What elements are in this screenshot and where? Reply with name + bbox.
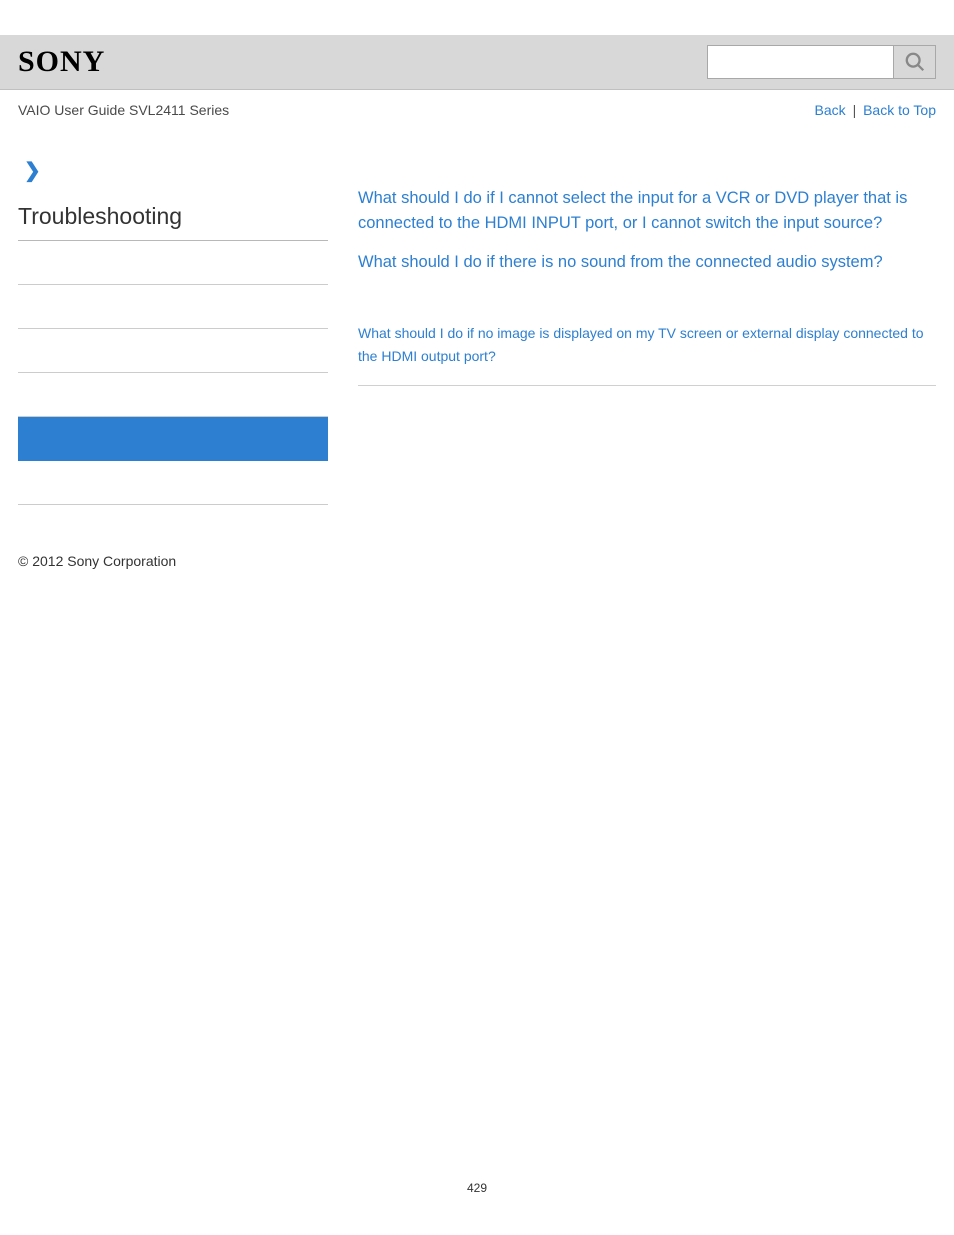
sidebar-items bbox=[18, 241, 328, 505]
related-list: What should I do if no image is displaye… bbox=[358, 322, 936, 367]
search-icon bbox=[904, 51, 926, 73]
back-link[interactable]: Back bbox=[815, 102, 846, 118]
nav-links: Back | Back to Top bbox=[815, 102, 936, 118]
sidebar-item-1[interactable] bbox=[18, 285, 328, 329]
nav-separator: | bbox=[850, 102, 860, 118]
copyright: © 2012 Sony Corporation bbox=[0, 505, 954, 569]
faq-link-1[interactable]: What should I do if there is no sound fr… bbox=[358, 250, 936, 275]
faq-link-0[interactable]: What should I do if I cannot select the … bbox=[358, 186, 936, 236]
subheader: VAIO User Guide SVL2411 Series Back | Ba… bbox=[0, 90, 954, 128]
header-bar: SONY bbox=[0, 35, 954, 90]
page-number: 429 bbox=[0, 1181, 954, 1195]
chevron-right-icon[interactable]: ❯ bbox=[18, 158, 328, 203]
sidebar-item-0[interactable] bbox=[18, 241, 328, 285]
sidebar: ❯ Troubleshooting bbox=[18, 158, 328, 505]
sidebar-item-3[interactable] bbox=[18, 373, 328, 417]
back-to-top-link[interactable]: Back to Top bbox=[863, 102, 936, 118]
search-button[interactable] bbox=[893, 46, 935, 78]
sidebar-item-4[interactable] bbox=[18, 417, 328, 461]
sony-logo: SONY bbox=[18, 45, 105, 79]
sidebar-item-5[interactable] bbox=[18, 461, 328, 505]
faq-list: What should I do if I cannot select the … bbox=[358, 186, 936, 274]
sidebar-item-2[interactable] bbox=[18, 329, 328, 373]
search-container bbox=[707, 45, 936, 79]
related-section: What should I do if no image is displaye… bbox=[358, 322, 936, 386]
search-input[interactable] bbox=[708, 46, 893, 78]
content-area: ❯ Troubleshooting What should I do if I … bbox=[0, 128, 954, 505]
related-link-0[interactable]: What should I do if no image is displaye… bbox=[358, 322, 936, 367]
sidebar-title: Troubleshooting bbox=[18, 203, 328, 241]
guide-title: VAIO User Guide SVL2411 Series bbox=[18, 102, 229, 118]
main-content: What should I do if I cannot select the … bbox=[328, 158, 936, 505]
